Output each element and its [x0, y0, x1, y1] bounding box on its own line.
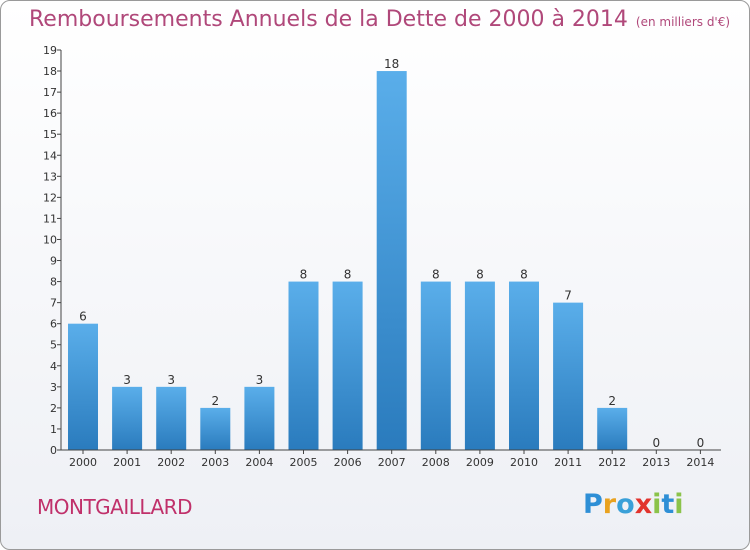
y-tick-label: 6 [50, 318, 57, 331]
y-tick-label: 9 [50, 255, 57, 268]
logo-letter: i [674, 489, 684, 520]
data-label-2012: 2 [608, 394, 616, 408]
y-tick-label: 18 [43, 65, 57, 78]
x-tick-label-2003: 2003 [201, 456, 229, 469]
bar-2011 [553, 302, 584, 450]
x-tick-label-2007: 2007 [378, 456, 406, 469]
y-tick-label: 17 [43, 86, 57, 99]
y-tick-label: 12 [43, 191, 57, 204]
chart-title: Remboursements Annuels de la Dette de 20… [29, 7, 730, 32]
bar-2012 [597, 407, 628, 450]
y-tick-label: 7 [50, 297, 57, 310]
x-tick-label-2008: 2008 [422, 456, 450, 469]
bar-2007 [376, 71, 407, 450]
commune-name: MONTGAILLARD [37, 495, 192, 519]
logo-letter: i [652, 489, 662, 520]
data-label-2009: 8 [476, 268, 484, 282]
bar-2002 [156, 386, 187, 450]
y-tick-label: 2 [50, 402, 57, 415]
bar-2000 [68, 323, 98, 450]
data-label-2010: 8 [520, 268, 528, 282]
data-label-2004: 3 [256, 373, 264, 387]
proxiti-logo: Proxiti [583, 489, 684, 520]
x-tick-label-2000: 2000 [69, 456, 97, 469]
logo-letter: P [583, 489, 603, 520]
bar-2004 [244, 386, 275, 450]
data-label-2014: 0 [697, 436, 705, 450]
bar-2003 [200, 407, 231, 450]
data-label-2007: 18 [384, 57, 399, 71]
logo-letter: t [661, 489, 675, 520]
data-label-2000: 6 [79, 310, 87, 324]
y-tick-label: 8 [50, 276, 57, 289]
data-label-2001: 3 [123, 373, 131, 387]
x-axis: 2000 2001 2002 2003 2004 2005 2006 2007 2008 2009… [61, 449, 721, 469]
x-tick-label-2012: 2012 [598, 456, 626, 469]
data-label-2006: 8 [344, 268, 352, 282]
bar-2006 [332, 281, 363, 450]
data-label-2002: 3 [167, 373, 175, 387]
logo-letter: x [634, 489, 653, 520]
x-tick-label-2004: 2004 [245, 456, 273, 469]
data-label-2003: 2 [211, 394, 219, 408]
y-tick-label: 3 [50, 381, 57, 394]
bars: 6 3 3 2 3 8 8 18 8 8 8 7 2 0 0 [68, 57, 704, 450]
x-tick-label-2014: 2014 [686, 456, 714, 469]
y-tick-label: 5 [50, 339, 57, 352]
x-tick-label-2011: 2011 [554, 456, 582, 469]
x-tick-label-2006: 2006 [334, 456, 362, 469]
x-tick-label-2013: 2013 [642, 456, 670, 469]
bar-2001 [112, 386, 143, 450]
y-tick-label: 10 [43, 233, 57, 246]
y-tick-label: 4 [50, 360, 57, 373]
bar-2008 [420, 281, 451, 450]
bar-2005 [288, 281, 319, 450]
data-label-2005: 8 [300, 268, 308, 282]
y-tick-label: 0 [50, 444, 57, 457]
data-label-2008: 8 [432, 268, 440, 282]
y-tick-label: 19 [43, 44, 57, 57]
bar-2009 [464, 281, 495, 450]
y-tick-label: 13 [43, 170, 57, 183]
data-label-2013: 0 [652, 436, 660, 450]
y-tick-label: 1 [50, 423, 57, 436]
logo-letter: o [616, 489, 635, 520]
x-tick-label-2009: 2009 [466, 456, 494, 469]
data-label-2011: 7 [564, 289, 572, 303]
x-tick-label-2010: 2010 [510, 456, 538, 469]
unit-note: (en milliers d'€) [635, 15, 731, 29]
y-tick-label: 11 [43, 212, 57, 225]
title-text: Remboursements Annuels de la Dette de 20… [29, 7, 628, 32]
y-tick-label: 14 [43, 149, 57, 162]
y-tick-label: 15 [43, 128, 57, 141]
x-tick-label-2001: 2001 [113, 456, 141, 469]
y-tick-label: 16 [43, 107, 57, 120]
logo-letter: r [602, 489, 617, 520]
bar-2010 [509, 281, 539, 450]
x-tick-label-2002: 2002 [157, 456, 185, 469]
x-tick-label-2005: 2005 [290, 456, 318, 469]
